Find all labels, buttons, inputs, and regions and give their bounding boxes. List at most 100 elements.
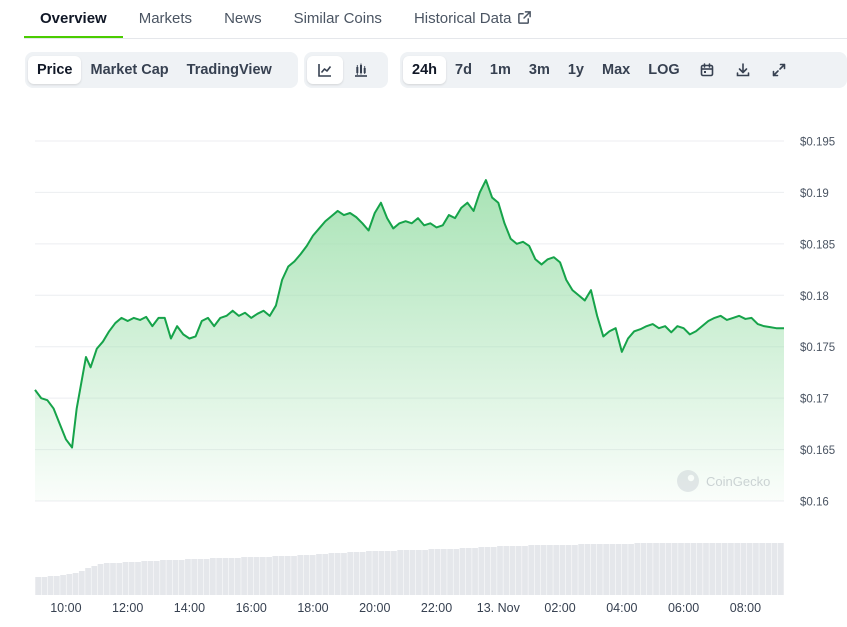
volume-bar	[597, 544, 603, 595]
volume-bar	[578, 544, 585, 595]
watermark-text: CoinGecko	[706, 474, 770, 489]
volume-bar	[216, 558, 222, 595]
x-tick-label: 22:00	[421, 601, 452, 615]
tab-historical-data[interactable]: Historical Data	[398, 0, 549, 38]
calendar-icon	[699, 62, 715, 78]
candlestick-chart-button[interactable]	[343, 56, 379, 84]
range-max-button[interactable]: Max	[602, 62, 631, 78]
volume-bar	[72, 573, 79, 595]
volume-bar	[160, 560, 166, 595]
volume-bar	[178, 560, 185, 595]
volume-bar	[534, 545, 541, 595]
volume-bar	[153, 561, 160, 595]
line-chart-button[interactable]	[307, 56, 343, 84]
volume-bar	[665, 543, 672, 595]
volume-bar	[653, 543, 659, 595]
metric-market-cap-button[interactable]: Market Cap	[90, 62, 169, 78]
volume-bar	[509, 546, 516, 595]
volume-bar	[640, 543, 647, 595]
tab-overview[interactable]: Overview	[24, 0, 123, 38]
volume-bar	[272, 556, 279, 595]
calendar-button[interactable]	[689, 56, 725, 84]
tab-label: Markets	[138, 10, 193, 27]
x-tick-label: 20:00	[359, 601, 390, 615]
metric-price-button[interactable]: Price	[28, 56, 82, 84]
volume-bar	[759, 543, 766, 595]
volume-bar	[35, 577, 41, 595]
volume-bar	[590, 544, 597, 595]
volume-bar	[60, 575, 66, 595]
download-icon	[735, 62, 751, 78]
volume-bar	[147, 561, 154, 595]
volume-bar	[403, 550, 410, 595]
volume-bar	[309, 555, 316, 595]
range-24h-button[interactable]: 24h	[403, 56, 446, 84]
price-chart[interactable]: CoinGecko $0.195 $0.19 $0.185 $0.18 $0.175 $0.…	[0, 100, 847, 627]
volume-bar	[478, 547, 485, 595]
chart-style-toggle	[304, 52, 388, 88]
download-button[interactable]	[725, 56, 761, 84]
y-tick-label: $0.19	[800, 188, 829, 200]
volume-bar	[110, 563, 116, 595]
range-7d-button[interactable]: 7d	[455, 62, 472, 78]
volume-bar	[528, 545, 535, 595]
volume-bar	[210, 558, 216, 595]
volume-bar	[341, 553, 347, 595]
range-1y-button[interactable]: 1y	[567, 62, 584, 78]
volume-bar	[515, 546, 522, 595]
x-tick-label: 06:00	[668, 601, 699, 615]
volume-bar	[484, 547, 491, 595]
volume-bar	[497, 546, 503, 595]
range-log-button[interactable]: LOG	[648, 62, 680, 78]
x-tick-label: 13. Nov	[477, 601, 521, 615]
volume-bar	[778, 543, 784, 595]
volume-bar	[116, 563, 123, 595]
volume-bar	[678, 543, 684, 595]
volume-bar	[522, 546, 528, 595]
volume-bar	[490, 547, 497, 595]
range-3m-button[interactable]: 3m	[528, 62, 550, 78]
volume-bar	[584, 544, 591, 595]
x-tick-label: 14:00	[174, 601, 205, 615]
volume-bar	[659, 543, 666, 595]
volume-bar	[378, 551, 385, 595]
volume-bar	[503, 546, 510, 595]
volume-bar	[253, 557, 260, 595]
volume-bar	[97, 564, 104, 595]
x-tick-label: 12:00	[112, 601, 143, 615]
volume-bar	[391, 551, 397, 595]
range-toolbar: 24h 7d 1m 3m 1y Max LOG	[400, 52, 847, 88]
y-tick-label: $0.16	[800, 497, 829, 509]
volume-bar	[734, 543, 741, 595]
volume-bar	[41, 577, 48, 595]
volume-bar	[191, 559, 198, 595]
tab-label: Historical Data	[413, 10, 512, 27]
volume-bar	[703, 543, 709, 595]
tab-similar-coins[interactable]: Similar Coins	[278, 0, 398, 38]
volume-bar	[334, 553, 341, 595]
volume-bar	[684, 543, 691, 595]
volume-bar	[91, 566, 98, 595]
tab-markets[interactable]: Markets	[123, 0, 208, 38]
x-tick-label: 04:00	[606, 601, 637, 615]
fullscreen-button[interactable]	[761, 56, 797, 84]
volume-bar	[634, 543, 641, 595]
price-line	[34, 179, 784, 449]
y-tick-label: $0.165	[800, 445, 835, 457]
volume-bar	[135, 562, 141, 595]
x-tick-label: 10:00	[50, 601, 81, 615]
tab-news[interactable]: News	[208, 0, 278, 38]
volume-bar	[765, 543, 772, 595]
metric-tradingview-button[interactable]: TradingView	[186, 62, 272, 78]
volume-bar	[547, 545, 553, 595]
volume-bar	[709, 543, 716, 595]
range-1m-button[interactable]: 1m	[489, 62, 511, 78]
volume-bar	[715, 543, 722, 595]
volume-bar	[472, 548, 478, 595]
volume-bar	[78, 571, 85, 595]
volume-bar	[266, 557, 272, 595]
volume-bar	[185, 559, 191, 595]
volume-bar	[459, 548, 466, 595]
line-chart-icon	[317, 62, 333, 78]
volume-bar	[434, 549, 441, 595]
